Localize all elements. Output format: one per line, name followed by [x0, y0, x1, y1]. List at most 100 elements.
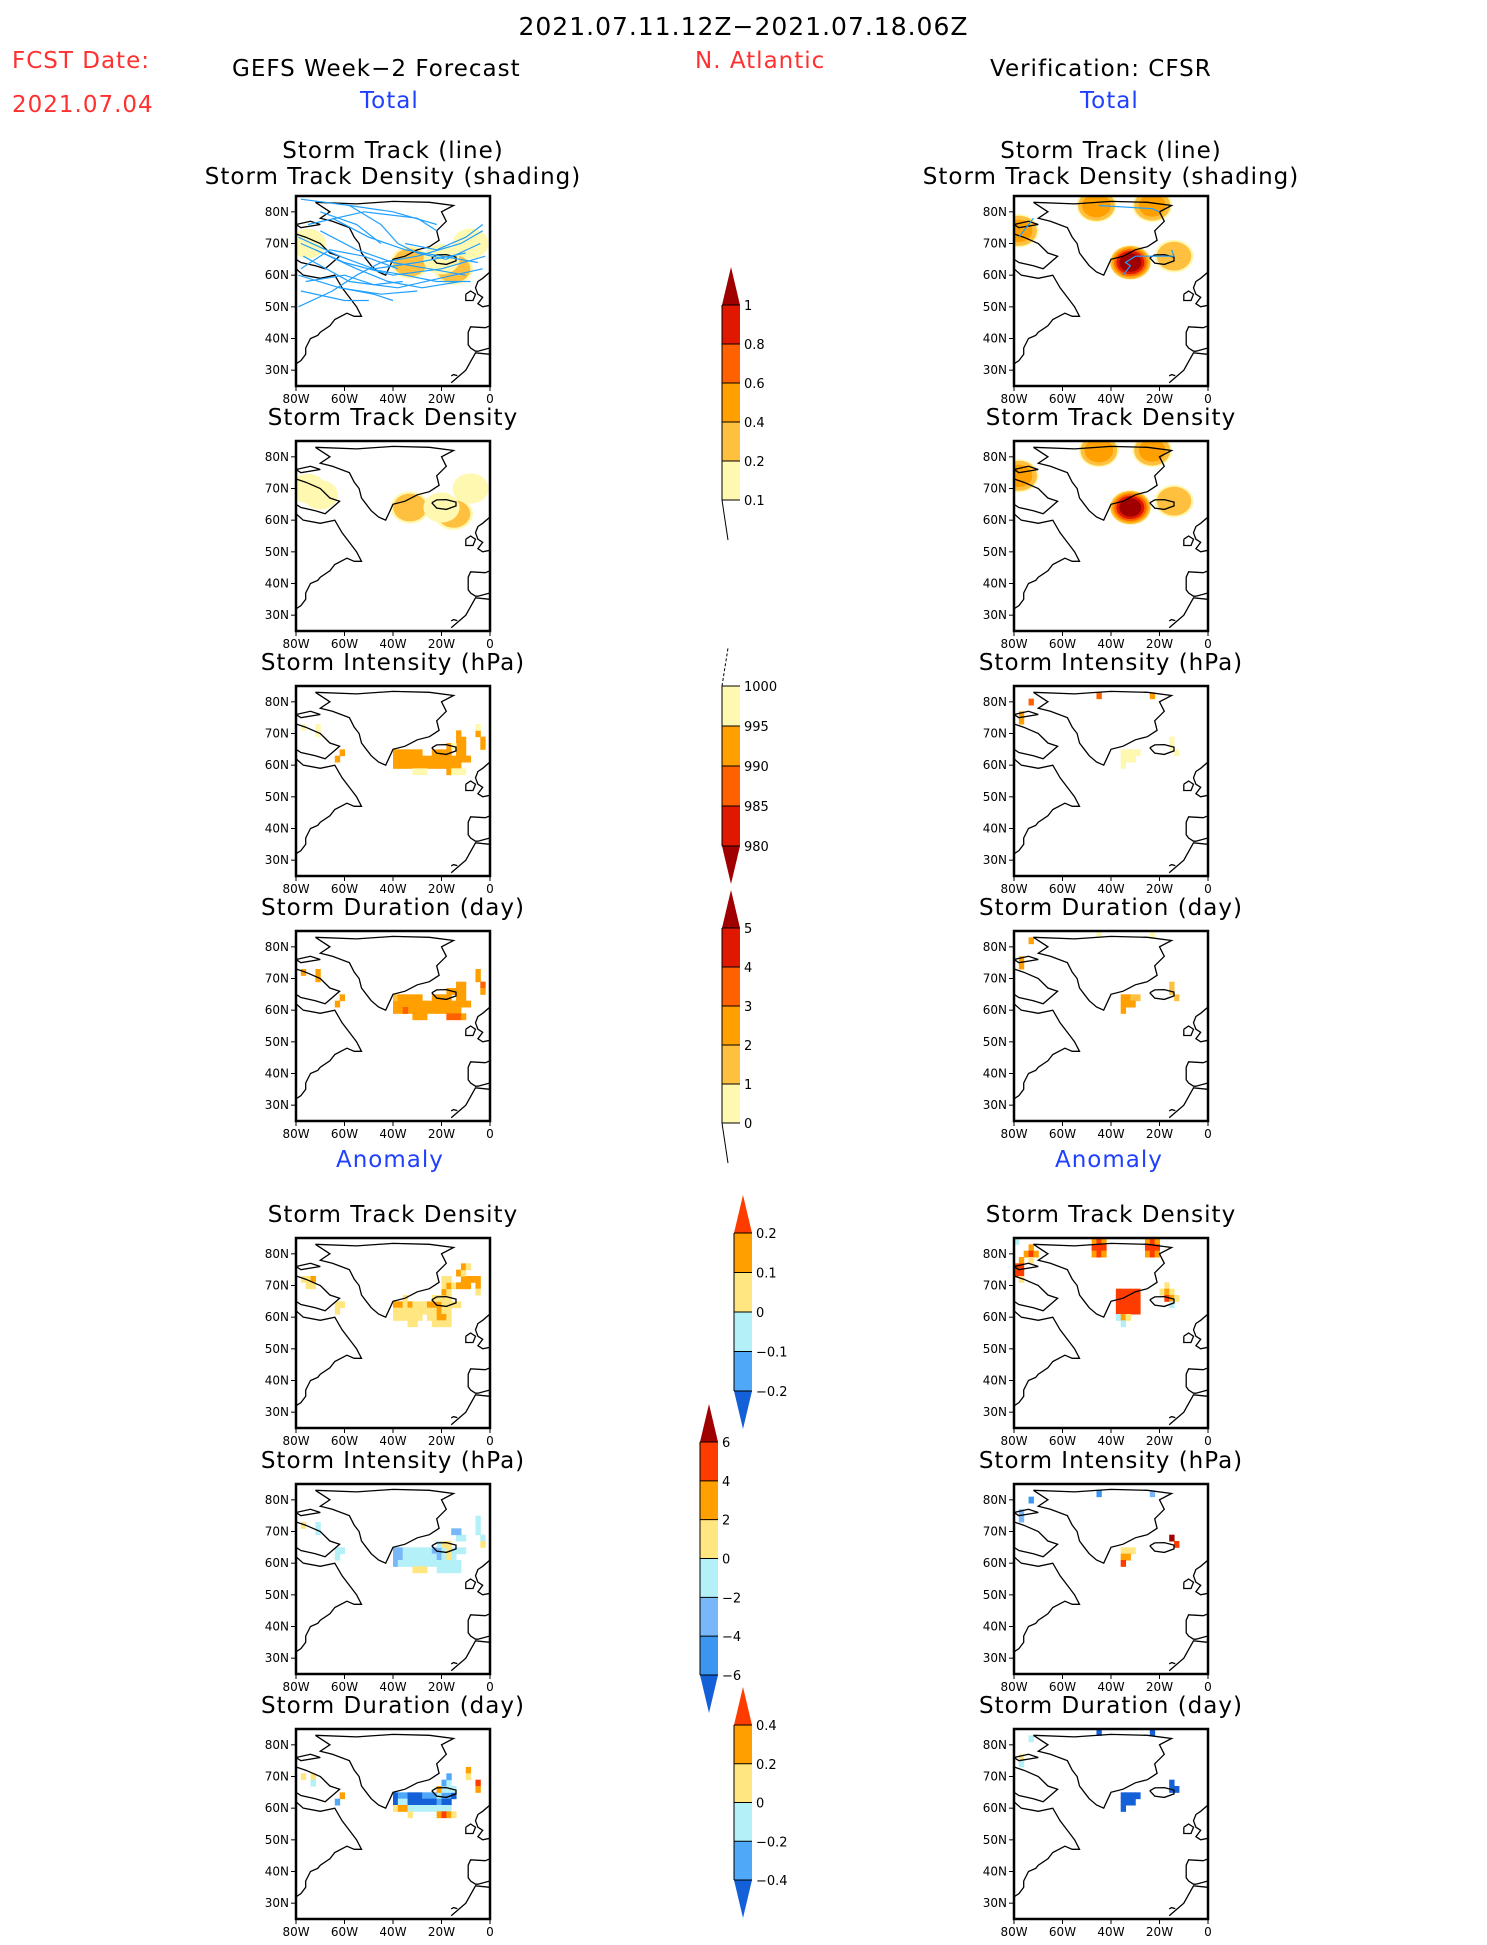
coastline	[1014, 1262, 1039, 1271]
anomaly-label-left: Anomaly	[336, 1147, 444, 1173]
coastline	[1014, 710, 1039, 719]
grid-cell	[1096, 1729, 1102, 1736]
grid-cell	[402, 755, 409, 763]
grid-cell	[422, 1301, 428, 1309]
lat-tick-label: 30N	[983, 363, 1007, 377]
grid-cell	[426, 1000, 433, 1008]
coastline	[450, 1661, 458, 1665]
grid-cell	[456, 1534, 462, 1542]
map-va-density: 80N 70N 60N 50N 40N 30N 80W 60W 40W 20W 0	[983, 1236, 1212, 1448]
grid-cell	[465, 1000, 472, 1008]
lon-tick-label: 60W	[331, 1925, 358, 1939]
coastline	[296, 1275, 341, 1312]
grid-cell	[422, 1566, 428, 1574]
colorbar-top-arrow	[722, 890, 740, 928]
grid-cell	[436, 1007, 442, 1014]
grid-cell	[431, 1000, 438, 1008]
lat-tick-label: 40N	[265, 1067, 289, 1081]
coastline	[474, 271, 490, 308]
coastline	[296, 1508, 321, 1517]
coastline	[1033, 200, 1174, 277]
grid-cell	[446, 1282, 452, 1290]
map-frame	[294, 439, 492, 633]
grid-cell	[460, 1547, 467, 1555]
lat-tick-label: 70N	[265, 1525, 289, 1539]
grid-cell	[460, 988, 467, 995]
grid-cell	[310, 1773, 316, 1781]
grid-cell	[412, 1314, 418, 1321]
lat-tick-label: 80N	[983, 1493, 1007, 1507]
lon-tick-label: 80W	[282, 392, 309, 406]
coastline	[1014, 1508, 1039, 1517]
grid-cell	[407, 1547, 413, 1555]
grid-cell	[441, 762, 447, 769]
coastline	[431, 743, 457, 756]
lat-tick-label: 60N	[983, 758, 1007, 772]
colorbar-label: 0.2	[744, 455, 765, 470]
grid-cell	[1018, 1276, 1025, 1283]
grid-cell	[1169, 1288, 1175, 1296]
grid-cell	[1164, 1288, 1170, 1296]
coastline	[467, 1613, 490, 1640]
grid-cell	[1096, 692, 1102, 700]
grid-cell	[456, 1000, 462, 1008]
grid-cell	[422, 755, 428, 763]
panel-title: Storm Intensity (hPa)	[978, 1448, 1244, 1474]
density-contour	[1138, 441, 1166, 462]
coastline	[1149, 498, 1175, 511]
lon-tick-label: 20W	[1146, 637, 1173, 651]
lat-tick-label: 70N	[983, 482, 1007, 496]
grid-cell	[426, 1792, 433, 1800]
grid-cell	[1018, 717, 1025, 725]
colorbar-top-arrow	[734, 1195, 752, 1233]
grid-cell	[1174, 1295, 1180, 1302]
coastline	[1183, 1332, 1195, 1344]
map-va-duration: 80N 70N 60N 50N 40N 30N 80W 60W 40W 20W 0	[983, 1727, 1212, 1939]
grid-cell	[446, 1566, 452, 1574]
grid-cell	[436, 1566, 442, 1574]
lon-tick-label: 20W	[1146, 1925, 1173, 1939]
grid-cell	[441, 1288, 447, 1296]
coastline	[450, 597, 490, 629]
grid-cell	[460, 981, 467, 989]
grid-cell	[1130, 755, 1136, 763]
coastline	[1185, 325, 1208, 352]
grid-cell	[465, 1767, 472, 1774]
lat-tick-label: 40N	[983, 577, 1007, 591]
grid-cell	[422, 762, 428, 769]
map-fa-intensity: 80N 70N 60N 50N 40N 30N 80W 60W 40W 20W 0	[265, 1482, 494, 1694]
colorbar-cb-density: 0.1 0.2 0.4 0.6 0.8 1	[721, 267, 765, 541]
grid-cell	[475, 1282, 481, 1290]
grid-cell	[417, 1792, 423, 1800]
lat-tick-label: 80N	[265, 1247, 289, 1261]
grid-cell	[451, 755, 457, 763]
grid-cell	[1144, 1238, 1151, 1245]
grid-cell	[1096, 1244, 1102, 1252]
coastline	[1149, 1541, 1175, 1554]
grid-cell	[456, 749, 462, 757]
grid-cell	[310, 1276, 316, 1283]
storm-track-line	[349, 204, 481, 260]
lat-tick-label: 50N	[265, 300, 289, 314]
grid-cell	[393, 1307, 399, 1315]
coastline	[1168, 597, 1208, 629]
grid-cell	[465, 1773, 472, 1781]
grid-cell	[431, 1792, 438, 1800]
grid-cell	[1130, 1000, 1136, 1008]
grid-cell	[1120, 1314, 1127, 1321]
grid-cell	[1130, 994, 1136, 1002]
grid-cell	[407, 755, 413, 763]
grid-cell	[446, 1786, 452, 1793]
coastline	[467, 1367, 490, 1394]
lon-tick-label: 0	[1204, 1680, 1212, 1694]
grid-cell	[1018, 1754, 1025, 1762]
storm-track-line	[404, 224, 484, 251]
coastline	[1168, 1906, 1176, 1910]
colorbar-segment	[700, 1519, 718, 1559]
coastline	[315, 1242, 456, 1319]
grid-cell	[475, 1276, 481, 1283]
grid-cell	[412, 1560, 418, 1567]
grid-cell	[402, 1805, 409, 1812]
grid-cell	[456, 1566, 462, 1574]
grid-cell	[1135, 1288, 1141, 1296]
